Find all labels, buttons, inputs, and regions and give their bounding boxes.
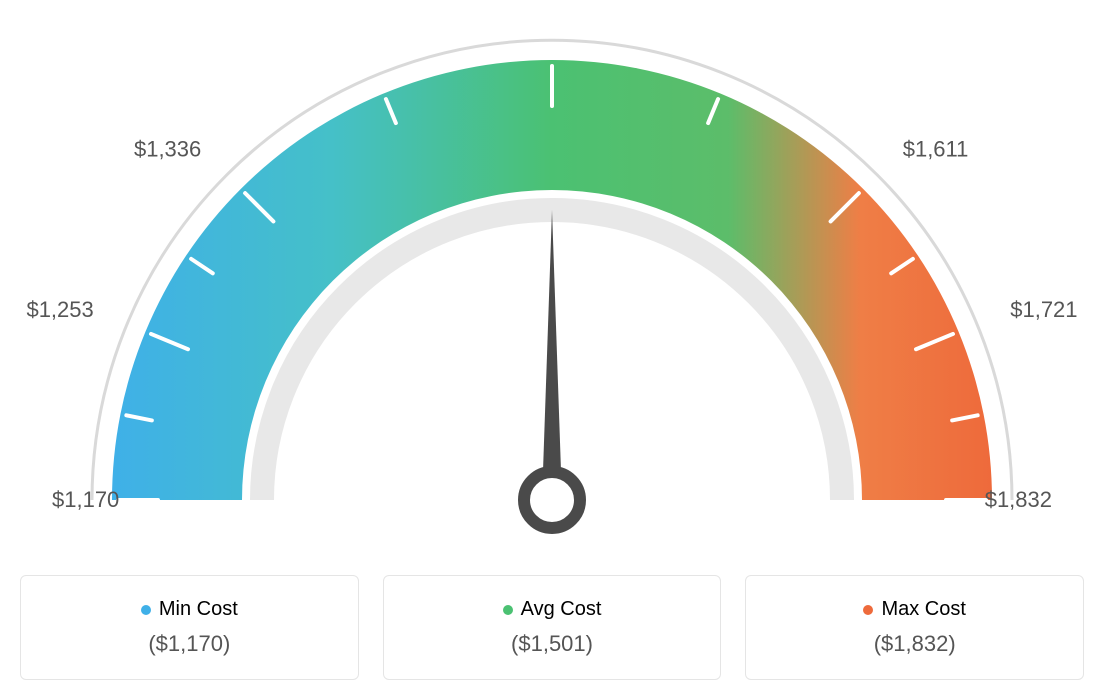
svg-text:$1,721: $1,721 — [1010, 297, 1077, 322]
cost-cards-row: Min Cost ($1,170) Avg Cost ($1,501) Max … — [20, 575, 1084, 680]
svg-text:$1,611: $1,611 — [903, 136, 969, 161]
max-cost-dot — [863, 605, 873, 615]
avg-cost-value: ($1,501) — [394, 631, 711, 657]
svg-text:$1,336: $1,336 — [134, 136, 201, 161]
avg-cost-label: Avg Cost — [521, 598, 602, 621]
min-cost-dot — [141, 605, 151, 615]
min-cost-value: ($1,170) — [31, 631, 348, 657]
avg-cost-title: Avg Cost — [503, 598, 602, 621]
min-cost-title: Min Cost — [141, 598, 238, 621]
avg-cost-dot — [503, 605, 513, 615]
max-cost-label: Max Cost — [881, 598, 965, 621]
svg-text:$1,170: $1,170 — [52, 487, 119, 512]
avg-cost-card: Avg Cost ($1,501) — [383, 575, 722, 680]
gauge-svg: $1,170$1,253$1,336$1,501$1,611$1,721$1,8… — [20, 20, 1084, 540]
max-cost-card: Max Cost ($1,832) — [745, 575, 1084, 680]
min-cost-label: Min Cost — [159, 598, 238, 621]
svg-text:$1,253: $1,253 — [26, 297, 93, 322]
cost-gauge: $1,170$1,253$1,336$1,501$1,611$1,721$1,8… — [20, 20, 1084, 545]
svg-text:$1,832: $1,832 — [985, 487, 1052, 512]
min-cost-card: Min Cost ($1,170) — [20, 575, 359, 680]
max-cost-value: ($1,832) — [756, 631, 1073, 657]
max-cost-title: Max Cost — [863, 598, 965, 621]
